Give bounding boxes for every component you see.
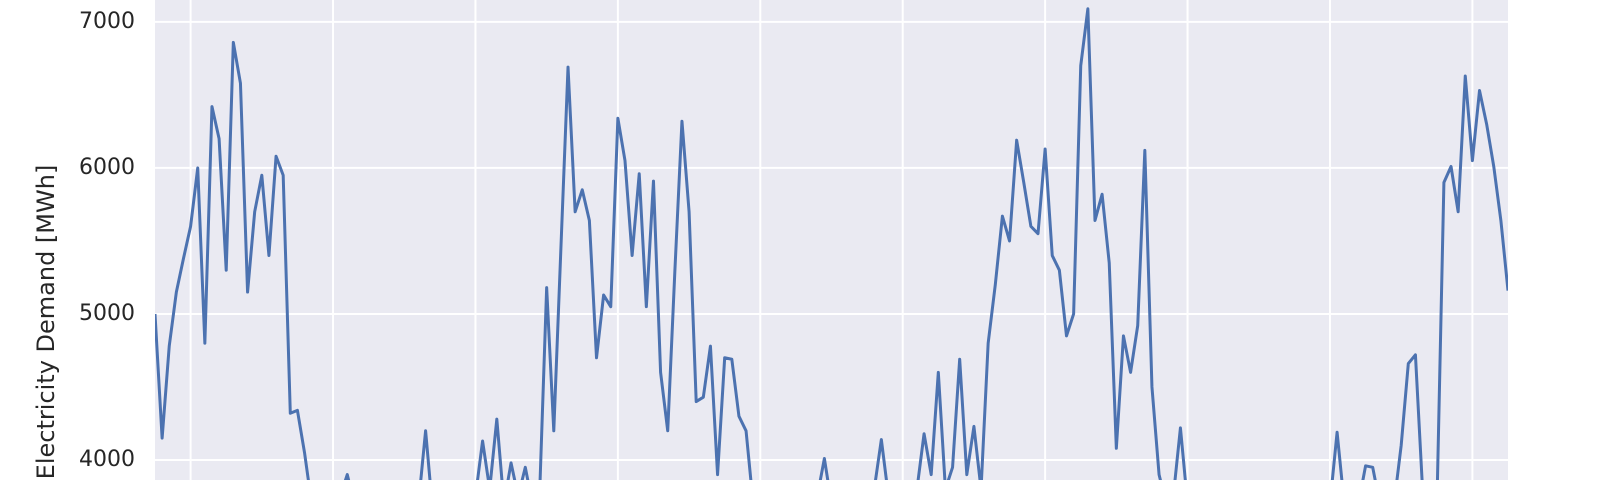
y-axis-label: Electricity Demand [MWh] bbox=[32, 165, 60, 480]
y-tick-label: 5000 bbox=[79, 301, 135, 326]
plot-area bbox=[155, 0, 1508, 480]
grid bbox=[155, 0, 1508, 480]
y-tick-label: 4000 bbox=[79, 447, 135, 472]
y-tick-label: 7000 bbox=[79, 9, 135, 34]
y-tick-label: 6000 bbox=[79, 155, 135, 180]
